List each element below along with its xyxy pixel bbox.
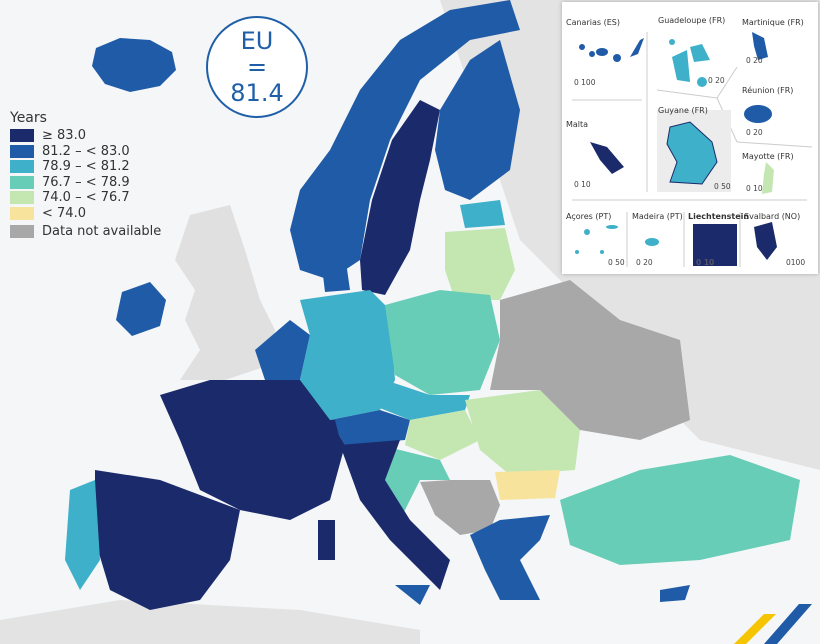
- inset-shapes: [572, 32, 813, 267]
- scale-bar: 0 10: [746, 184, 763, 193]
- legend: Years ≥ 83.0 81.2 – < 83.0 78.9 – < 81.2…: [10, 110, 161, 240]
- legend-item: 81.2 – < 83.0: [10, 144, 161, 160]
- legend-swatch: [10, 129, 34, 143]
- italy: [340, 440, 450, 590]
- legend-item: 78.9 – < 81.2: [10, 159, 161, 175]
- legend-label: 74.0 – < 76.7: [42, 190, 130, 206]
- legend-swatch: [10, 206, 34, 220]
- eu-average-badge: EU = 81.4: [206, 16, 308, 118]
- inset-label: Madeira (PT): [632, 212, 683, 221]
- austria: [330, 410, 410, 445]
- legend-swatch: [10, 225, 34, 239]
- eu-label: EU: [240, 27, 274, 55]
- inset-label: Liechtenstein: [688, 212, 750, 221]
- sicily: [395, 585, 430, 605]
- legend-item: Data not available: [10, 224, 161, 240]
- turkey: [560, 455, 800, 565]
- scale-bar: 0 20: [746, 128, 763, 137]
- estonia: [460, 200, 505, 228]
- legend-label: < 74.0: [42, 205, 86, 221]
- eurostat-logo: [734, 604, 812, 644]
- north-africa-region: [0, 600, 420, 644]
- legend-swatch: [10, 144, 34, 158]
- sardinia: [318, 520, 335, 560]
- inset-label: Canarias (ES): [566, 18, 620, 27]
- inset-label: Réunion (FR): [742, 86, 794, 95]
- eu-equals: =: [246, 53, 268, 81]
- latvia-lithuania: [445, 228, 515, 300]
- scale-bar: 0 10: [696, 258, 715, 267]
- scale-bar: 0 20: [636, 258, 653, 267]
- scale-bar: 0 100: [574, 78, 596, 87]
- inset-label: Guyane (FR): [658, 106, 708, 115]
- denmark: [320, 250, 350, 292]
- legend-label: 78.9 – < 81.2: [42, 159, 130, 175]
- scale-bar: 0 50: [714, 182, 731, 191]
- legend-label: ≥ 83.0: [42, 128, 86, 144]
- hungary: [405, 410, 480, 460]
- legend-item: 76.7 – < 78.9: [10, 175, 161, 191]
- czechia-slovakia: [370, 375, 470, 420]
- inset-label: Malta: [566, 120, 589, 129]
- benelux: [255, 320, 310, 380]
- legend-swatch: [10, 175, 34, 189]
- legend-label: 76.7 – < 78.9: [42, 174, 130, 190]
- sweden: [360, 100, 440, 295]
- poland: [385, 290, 500, 395]
- scale-bar: 0 10: [574, 180, 591, 189]
- scale-bar: 0 20: [708, 76, 725, 85]
- legend-item: ≥ 83.0: [10, 128, 161, 144]
- ukraine-belarus-na: [490, 280, 690, 440]
- legend-label: 81.2 – < 83.0: [42, 143, 130, 159]
- portugal: [65, 480, 100, 590]
- scale-bar: 0 20: [746, 56, 763, 65]
- scale-bar: 0 50: [608, 258, 625, 267]
- legend-label: Data not available: [42, 224, 162, 240]
- legend-title: Years: [10, 110, 47, 126]
- iceland: [92, 38, 176, 92]
- inset-label: Svalbard (NO): [744, 212, 801, 221]
- eu-value: 81.4: [230, 79, 284, 107]
- inset-label: Martinique (FR): [742, 18, 804, 27]
- legend-item: 74.0 – < 76.7: [10, 190, 161, 206]
- norway: [290, 0, 520, 280]
- ireland: [116, 282, 166, 336]
- finland: [435, 40, 520, 200]
- inset-label: Mayotte (FR): [742, 152, 794, 161]
- switzerland: [300, 420, 340, 440]
- legend-item: < 74.0: [10, 206, 161, 222]
- uk-region: [175, 205, 275, 380]
- spain: [95, 470, 240, 610]
- balkans-na: [420, 480, 500, 535]
- scale-bar: 0100: [786, 258, 806, 267]
- legend-swatch: [10, 191, 34, 205]
- romania: [465, 390, 580, 475]
- bulgaria: [495, 470, 560, 500]
- inset-panel: Canarias (ES) 0 100 Guadeloupe (FR) 0 20 M…: [562, 2, 818, 274]
- greece: [470, 515, 550, 600]
- legend-swatch: [10, 160, 34, 174]
- inset-label: Açores (PT): [566, 212, 612, 221]
- cyprus: [660, 585, 690, 602]
- france: [160, 380, 345, 520]
- inset-label: Guadeloupe (FR): [658, 16, 726, 25]
